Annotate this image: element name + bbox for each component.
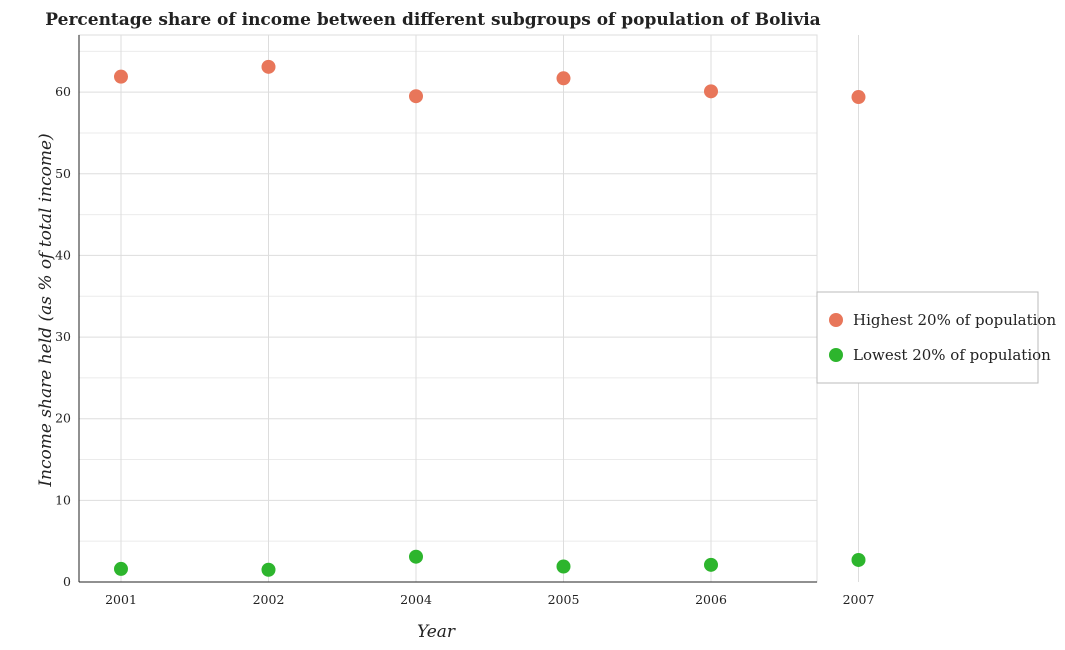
y-tick-label: 40 — [55, 247, 71, 262]
x-axis-label: Year — [417, 622, 456, 642]
x-tick-label: 2006 — [695, 592, 727, 607]
data-point-series-1 — [114, 561, 128, 576]
data-point-series-0 — [409, 89, 423, 104]
points-layer — [114, 59, 866, 577]
y-tick-label: 50 — [55, 166, 71, 181]
legend-marker — [829, 348, 843, 362]
data-point-series-1 — [704, 557, 718, 572]
y-tick-label: 10 — [55, 492, 71, 507]
legend-label: Highest 20% of population — [853, 311, 1056, 329]
y-axis-label: Income share held (as % of total income) — [36, 133, 56, 487]
x-tick-label: 2007 — [843, 592, 875, 607]
y-tick-label: 60 — [55, 84, 71, 99]
y-tick-label: 20 — [55, 411, 71, 426]
data-point-series-1 — [851, 552, 866, 567]
x-tick-label: 2002 — [253, 592, 285, 607]
y-tick-label: 0 — [63, 574, 71, 589]
x-tick-label: 2005 — [548, 592, 580, 607]
data-point-series-1 — [261, 562, 276, 577]
legend-marker — [829, 313, 843, 327]
data-point-series-0 — [114, 69, 128, 84]
axes-layer: 0 10 20 30 40 50 60 2001 2002 2004 2005 2006 2007 — [55, 35, 874, 607]
data-point-series-0 — [851, 90, 866, 105]
data-point-series-0 — [556, 71, 571, 86]
data-point-series-0 — [704, 84, 718, 99]
data-point-series-1 — [409, 549, 423, 564]
legend-label: Lowest 20% of population — [853, 346, 1051, 364]
chart-title: Percentage share of income between diffe… — [45, 10, 820, 30]
y-tick-label: 30 — [55, 329, 71, 344]
data-point-series-0 — [261, 59, 276, 74]
legend-box — [816, 291, 1039, 384]
data-point-series-1 — [556, 559, 571, 574]
grid-layer — [78, 34, 859, 583]
legend: Highest 20% of population Lowest 20% of p… — [816, 291, 1056, 384]
x-tick-label: 2004 — [400, 592, 432, 607]
x-tick-label: 2001 — [105, 592, 137, 607]
